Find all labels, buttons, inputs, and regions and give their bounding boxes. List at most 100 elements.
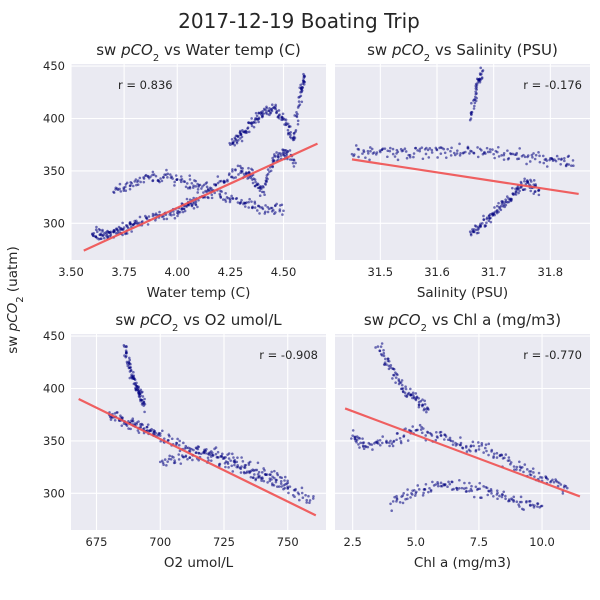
scatter-point	[481, 222, 484, 225]
scatter-point	[382, 348, 385, 352]
scatter-point	[252, 125, 256, 129]
scatter-point	[288, 158, 292, 161]
scatter-point	[351, 434, 354, 437]
scatter-point	[497, 155, 501, 158]
subplot-title-prefix: sw	[96, 41, 121, 59]
scatter-point	[210, 193, 214, 197]
scatter-point	[253, 473, 256, 476]
scatter-point	[540, 504, 544, 508]
scatter-point	[280, 476, 284, 480]
scatter-point	[417, 488, 421, 491]
scatter-point	[559, 162, 562, 166]
scatter-point	[280, 485, 283, 488]
scatter-point	[538, 160, 542, 164]
scatter-point	[233, 143, 237, 147]
y-tick-label: 400	[43, 112, 65, 126]
scatter-point	[175, 178, 179, 182]
scatter-point	[251, 178, 254, 181]
scatter-point	[129, 184, 132, 187]
scatter-point	[233, 463, 236, 467]
scatter-point	[245, 470, 249, 473]
scatter-point	[205, 185, 209, 189]
scatter-point	[470, 112, 473, 116]
scatter-point	[480, 444, 484, 447]
scatter-point	[522, 470, 525, 474]
scatter-point	[379, 345, 383, 348]
scatter-point	[464, 444, 468, 448]
scatter-point	[163, 173, 166, 176]
scatter-point	[399, 439, 403, 443]
scatter-point	[255, 183, 259, 187]
scatter-point	[95, 225, 98, 229]
scatter-point	[545, 159, 549, 162]
scatter-point	[522, 153, 525, 157]
scatter-point	[490, 450, 493, 453]
scatter-point	[291, 161, 295, 165]
scatter-point	[404, 150, 408, 153]
scatter-point	[468, 481, 471, 485]
scatter-point	[297, 492, 301, 496]
scatter-point	[408, 153, 412, 157]
scatter-point	[388, 149, 392, 153]
scatter-point	[99, 237, 102, 241]
scatter-point	[172, 461, 176, 465]
scatter-points	[350, 66, 575, 237]
scatter-point	[485, 217, 488, 221]
scatter-point	[296, 122, 300, 126]
scatter-point	[405, 156, 409, 160]
scatter-point	[350, 437, 353, 440]
correlation-annotation: r = -0.770	[523, 348, 582, 362]
scatter-point	[446, 485, 449, 489]
scatter-point	[265, 179, 268, 183]
scatter-point	[479, 73, 482, 77]
scatter-point	[269, 473, 272, 476]
x-tick-label: 700	[149, 535, 171, 549]
x-tick-label: 4.25	[218, 265, 244, 279]
scatter-point	[254, 180, 257, 184]
scatter-point	[529, 178, 532, 182]
scatter-point	[255, 209, 259, 212]
scatter-point	[487, 453, 490, 457]
scatter-point	[417, 403, 421, 407]
scatter-point	[511, 152, 515, 156]
scatter-point	[430, 432, 433, 436]
scatter-point	[387, 441, 391, 444]
scatter-point	[231, 197, 235, 200]
scatter-point	[251, 205, 254, 209]
correlation-annotation: r = -0.176	[523, 78, 582, 92]
scatter-point	[473, 224, 477, 227]
scatter-point	[450, 146, 453, 150]
scatter-point	[264, 183, 267, 186]
scatter-point	[391, 152, 395, 156]
scatter-point	[563, 156, 566, 160]
scatter-point	[511, 186, 514, 190]
scatter-point	[165, 464, 168, 467]
scatter-point	[270, 103, 274, 107]
scatter-point	[404, 427, 407, 431]
scatter-point	[158, 432, 162, 435]
scatter-point	[428, 147, 432, 150]
scatter-point	[240, 198, 243, 202]
scatter-point	[484, 152, 487, 155]
scatter-point	[389, 502, 392, 506]
scatter-point	[202, 183, 206, 187]
scatter-point	[478, 481, 482, 485]
scatter-point	[497, 145, 500, 149]
scatter-point	[486, 150, 490, 154]
scatter-point	[384, 357, 387, 361]
scatter-point	[492, 494, 495, 498]
scatter-point	[247, 206, 251, 209]
scatter-point	[477, 444, 481, 448]
scatter-point	[216, 181, 220, 185]
scatter-point	[280, 115, 283, 119]
scatter-point	[279, 152, 282, 155]
scatter-point	[552, 480, 556, 484]
scatter-point	[386, 359, 390, 363]
scatter-point	[124, 189, 128, 193]
scatter-point	[478, 80, 482, 84]
scatter-point	[106, 234, 109, 238]
scatter-point	[122, 187, 126, 191]
scatter-point	[436, 156, 439, 159]
scatter-point	[136, 429, 140, 432]
subplot-grid: 3.50 3.75 4.00 4.25 4.50 300 350 400 450 r = 0.83…	[43, 41, 590, 571]
